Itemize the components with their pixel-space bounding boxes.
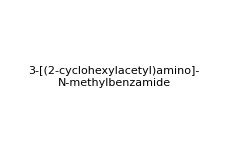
Text: 3-[(2-cyclohexylacetyl)amino]-
N-methylbenzamide: 3-[(2-cyclohexylacetyl)amino]- N-methylb… bbox=[28, 66, 199, 88]
